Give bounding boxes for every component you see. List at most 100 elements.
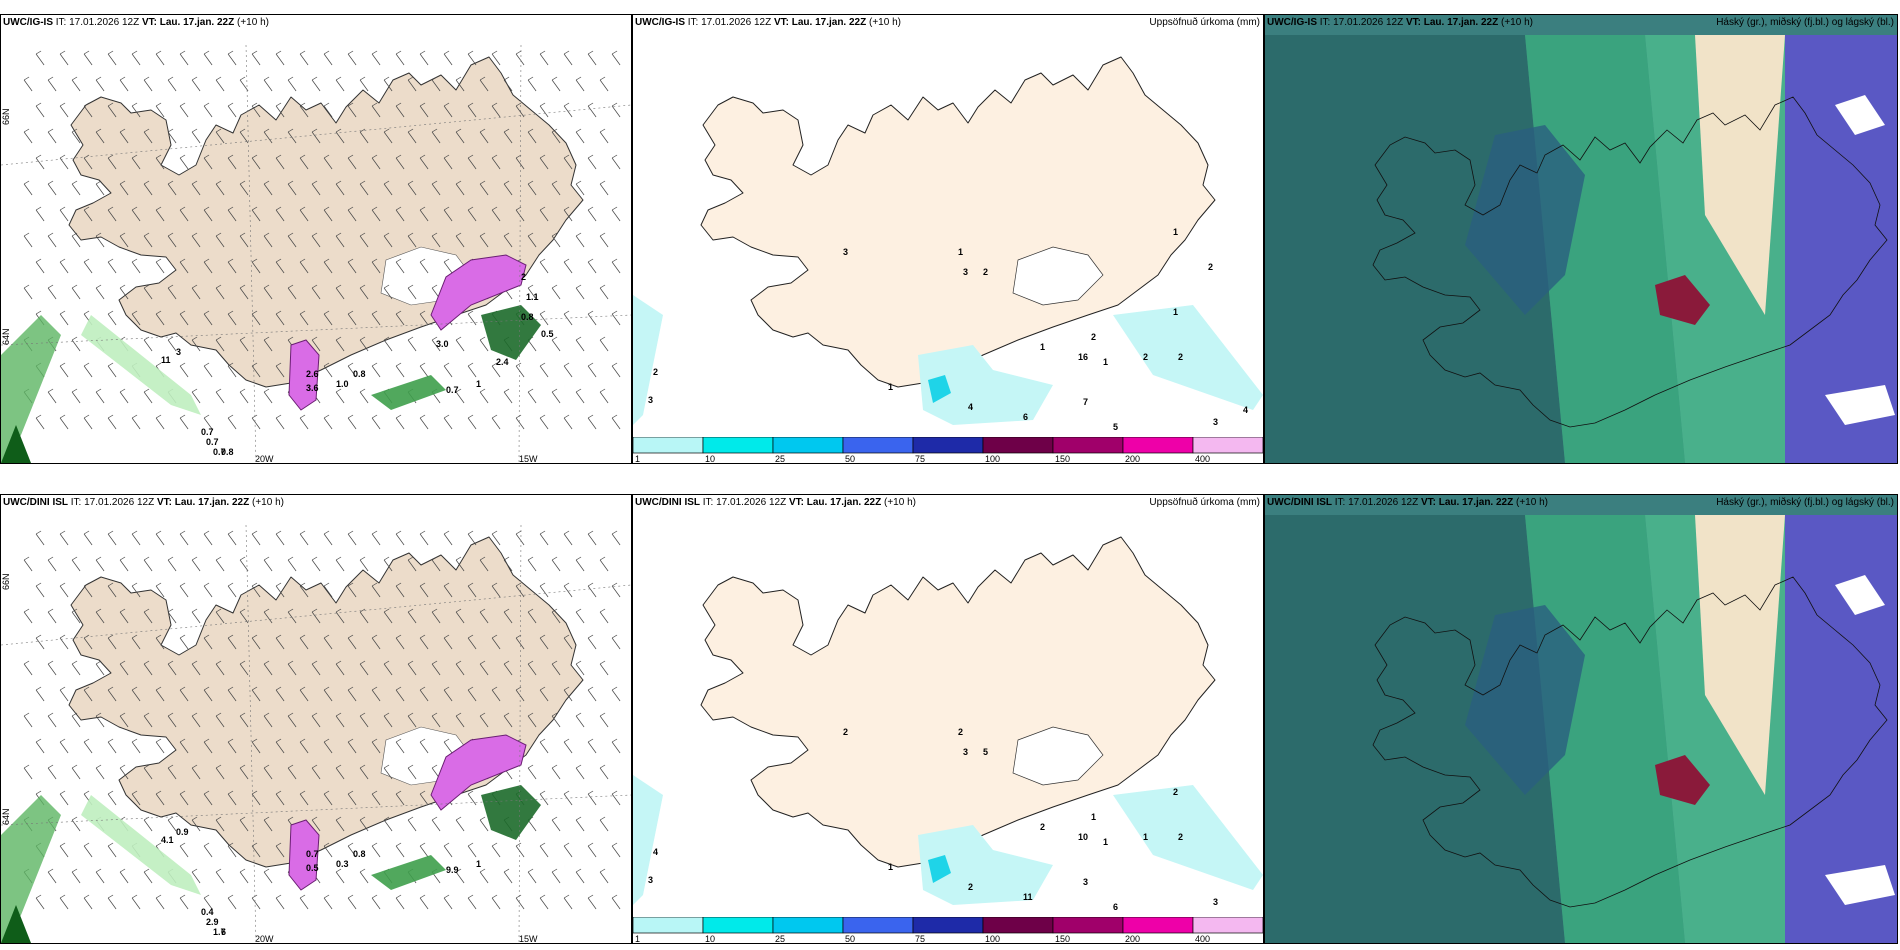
- wind-barb: [311, 608, 321, 624]
- wind-barb: [539, 790, 549, 806]
- wind-barb: [431, 556, 441, 572]
- colorbar-swatch: [1192, 917, 1263, 934]
- wind-barb: [599, 764, 609, 780]
- wind-barb: [107, 310, 117, 326]
- wind-barb: [47, 660, 57, 676]
- wind-barb: [119, 712, 129, 728]
- wind-barb: [107, 790, 117, 806]
- wind-barb: [119, 128, 129, 144]
- wind-barb: [347, 582, 357, 598]
- wind-barb: [491, 362, 501, 378]
- wind-barb: [527, 128, 537, 144]
- lon-label: 20W: [255, 934, 274, 943]
- wind-barb: [587, 530, 597, 546]
- wind-barb: [143, 816, 153, 832]
- wind-barb: [203, 582, 213, 598]
- wind-barb: [59, 582, 69, 598]
- wind-barb: [35, 686, 45, 702]
- wind-barb: [71, 336, 81, 352]
- wind-barb: [83, 686, 93, 702]
- wind-barb: [59, 362, 69, 378]
- wind-barb: [491, 582, 501, 598]
- wind-barb: [335, 712, 345, 728]
- cloud-layer: [1525, 515, 1685, 943]
- wind-barb: [215, 232, 225, 248]
- wind-barb: [371, 206, 381, 222]
- wind-barb: [47, 128, 57, 144]
- precip-value: 1.0: [336, 379, 349, 389]
- wind-barb: [335, 76, 345, 92]
- wind-barb: [71, 712, 81, 728]
- wind-barb: [263, 76, 273, 92]
- wind-barb: [395, 310, 405, 326]
- wind-barb: [59, 894, 69, 910]
- lon-label: 20W: [255, 454, 274, 463]
- accum-value: 3: [963, 747, 968, 757]
- wind-barb: [227, 50, 237, 66]
- wind-barb: [419, 154, 429, 170]
- accum-area: [1113, 305, 1263, 410]
- wind-barb: [371, 310, 381, 326]
- wind-barb: [323, 530, 333, 546]
- wind-barb: [371, 414, 381, 430]
- wind-barb: [95, 556, 105, 572]
- wind-barb: [83, 154, 93, 170]
- wind-barb: [539, 530, 549, 546]
- wind-barb: [215, 556, 225, 572]
- wind-barb: [215, 660, 225, 676]
- wind-barb: [119, 232, 129, 248]
- wind-barb: [599, 608, 609, 624]
- wind-barb: [227, 154, 237, 170]
- wind-barb: [131, 50, 141, 66]
- wind-barb: [479, 76, 489, 92]
- panel-header: UWC/DINI ISL IT: 17.01.2026 12Z VT: Lau.…: [1267, 497, 1548, 508]
- wind-barb: [107, 102, 117, 118]
- accum-value: 5: [1113, 422, 1118, 432]
- precip-band: [481, 305, 541, 360]
- wind-barb: [563, 414, 573, 430]
- wind-barb: [443, 842, 453, 858]
- map-canvas: 20W 15W 66N 64N 0.70.70.70.83112.63.60.8…: [1, 44, 631, 463]
- accum-precip-map-ig: UWC/IG-IS IT: 17.01.2026 12Z VT: Lau. 17…: [632, 14, 1264, 464]
- wind-barb: [491, 634, 501, 650]
- colorbar-swatch: [702, 437, 774, 454]
- wind-barb: [395, 362, 405, 378]
- accum-precip-map-dini: UWC/DINI ISL IT: 17.01.2026 12Z VT: Lau.…: [632, 494, 1264, 944]
- wind-barb: [227, 414, 237, 430]
- colorbar-label: 1: [635, 934, 640, 943]
- wind-barb: [551, 232, 561, 248]
- wind-barb: [143, 336, 153, 352]
- cloud-layer: [1265, 35, 1565, 463]
- wind-barb: [335, 388, 345, 404]
- wind-barb: [155, 634, 165, 650]
- wind-barb: [227, 258, 237, 274]
- wind-barb: [71, 76, 81, 92]
- wind-barb: [383, 232, 393, 248]
- wind-barb: [335, 868, 345, 884]
- wind-barb: [143, 764, 153, 780]
- wind-barb: [251, 310, 261, 326]
- wind-barb: [479, 712, 489, 728]
- wind-barb: [35, 738, 45, 754]
- accum-areas: [633, 775, 1263, 905]
- wind-barb: [599, 388, 609, 404]
- colorbar-swatch: [1052, 437, 1124, 454]
- wind-barb: [371, 362, 381, 378]
- wind-barb: [383, 76, 393, 92]
- wind-barb: [467, 102, 477, 118]
- wind-barb: [311, 816, 321, 832]
- wind-barb: [203, 894, 213, 910]
- wind-barb: [371, 894, 381, 910]
- wind-barb: [587, 310, 597, 326]
- wind-barb: [167, 712, 177, 728]
- wind-barb: [491, 414, 501, 430]
- wind-barb: [467, 842, 477, 858]
- wind-barb: [563, 842, 573, 858]
- accum-value: 1: [1091, 812, 1096, 822]
- wind-barb: [59, 530, 69, 546]
- wind-barb: [59, 102, 69, 118]
- wind-barb: [455, 608, 465, 624]
- precip-value: 2.6: [306, 369, 319, 379]
- accum-value: 1: [888, 862, 893, 872]
- wind-barb: [599, 868, 609, 884]
